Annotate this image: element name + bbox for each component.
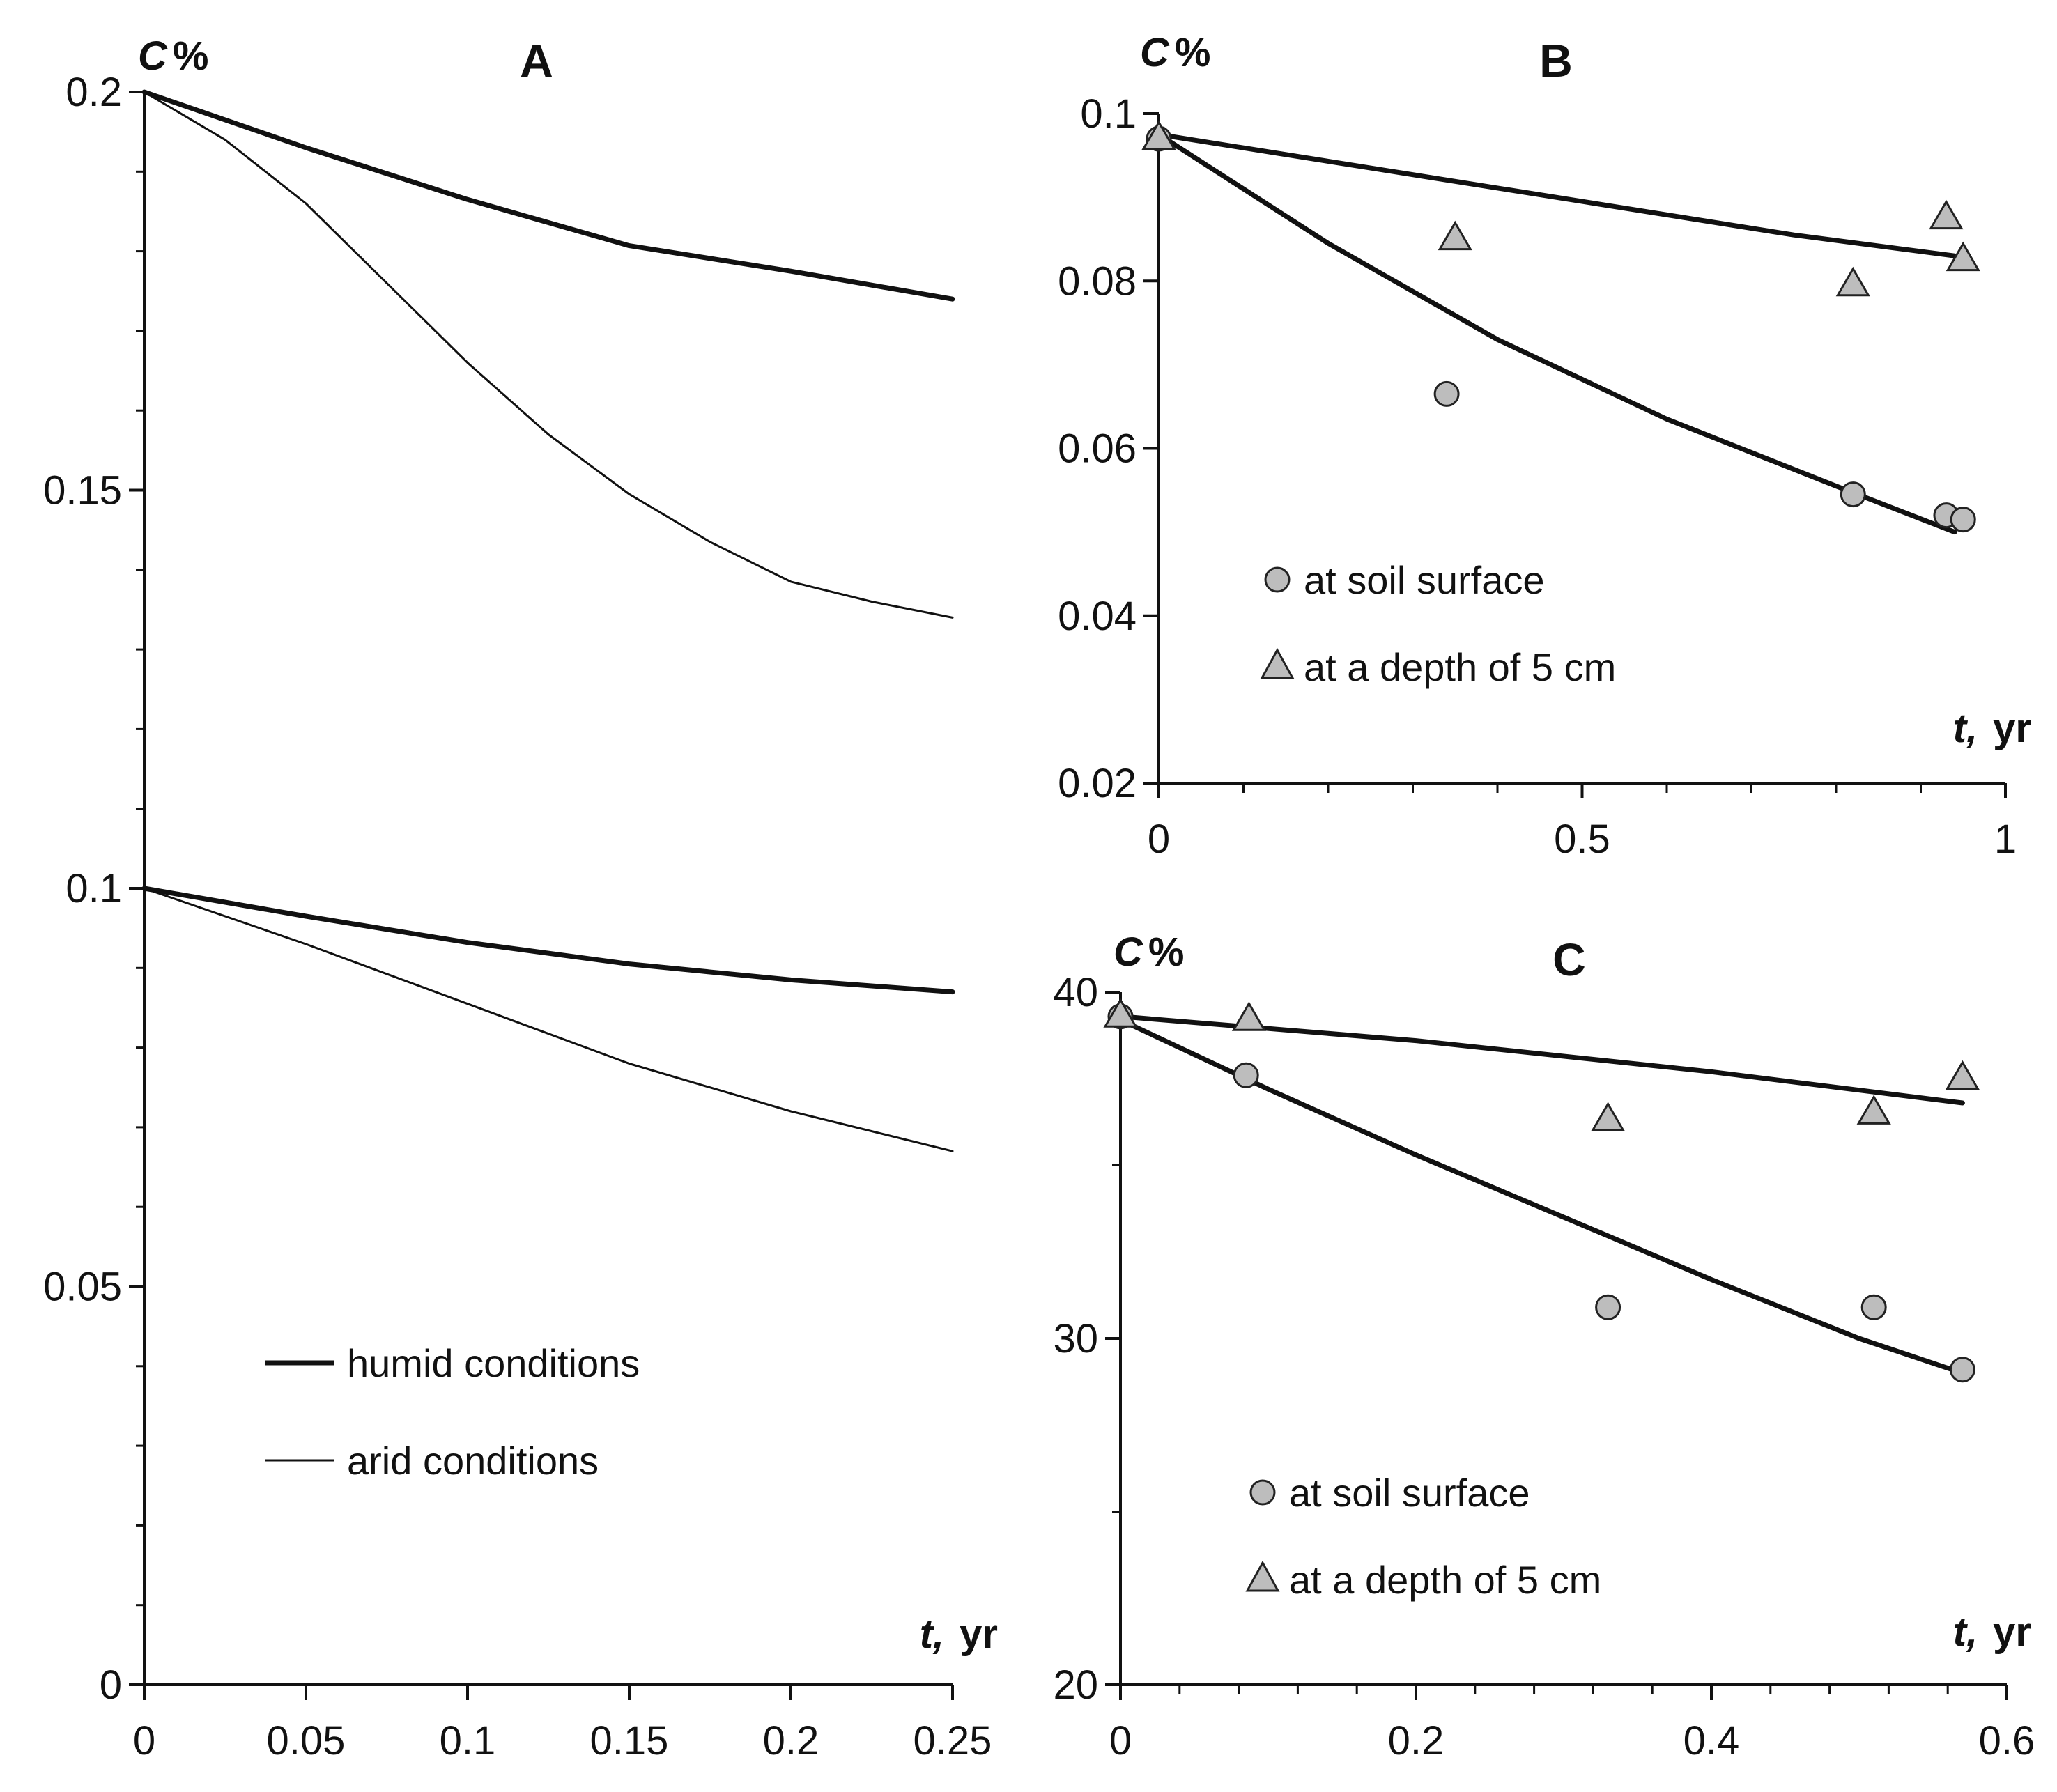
series-arid-conditions-c0-0-1-line xyxy=(143,887,954,1152)
y-axis-label-unit: % xyxy=(1148,929,1185,975)
series-humid-conditions-c0-0-1-line xyxy=(141,886,955,995)
y-tick-label: 20 xyxy=(1053,1662,1098,1708)
legend-label: at a depth of 5 cm xyxy=(1289,1558,1601,1602)
series-humid-conditions-c0-0-2-line xyxy=(141,89,955,302)
legend: at soil surface at a depth of 5 cm xyxy=(1260,558,1616,689)
x-tick-label: 0.4 xyxy=(1684,1718,1740,1763)
x-tick-label: 0.6 xyxy=(1979,1718,2035,1763)
legend-label: arid conditions xyxy=(347,1439,599,1483)
data-point-circle xyxy=(1433,380,1460,407)
y-axis-label: C% xyxy=(1140,30,1210,75)
x-tick-label: 0.1 xyxy=(440,1718,496,1763)
data-point-circle xyxy=(1949,1357,1975,1383)
data-point-circle xyxy=(1595,1294,1621,1320)
data-point-triangle xyxy=(1945,1060,1980,1090)
x-axis-label: t, yr xyxy=(920,1612,998,1657)
y-axis-label-var: C xyxy=(1140,30,1170,75)
x-tick-label: 0.25 xyxy=(914,1718,992,1763)
data-point-triangle xyxy=(1590,1102,1626,1131)
y-tick-label: 0.04 xyxy=(1058,594,1137,639)
legend-label: at a depth of 5 cm xyxy=(1304,645,1616,689)
y-tick-label: 30 xyxy=(1053,1316,1098,1361)
data-point-triangle xyxy=(1103,998,1138,1028)
data-point-circle xyxy=(1950,507,1976,533)
x-axis-label-var: t, xyxy=(920,1612,944,1657)
series-arid-conditions-c0-0-2-line xyxy=(143,91,954,619)
legend-marker-circle xyxy=(1249,1479,1276,1506)
data-point-circle xyxy=(1840,481,1866,508)
y-axis-label: C% xyxy=(138,33,208,79)
legend: at soil surface at a depth of 5 cm xyxy=(1245,1471,1601,1602)
series-model-at-soil-surface-line xyxy=(1118,1017,1965,1376)
x-axis-label: t, yr xyxy=(1953,706,2031,751)
data-point-triangle xyxy=(1929,199,1964,230)
legend-marker-triangle xyxy=(1245,1560,1280,1592)
x-axis-label: t, yr xyxy=(1953,1609,2031,1655)
y-tick-label: 0.05 xyxy=(43,1265,122,1310)
legend-label: at soil surface xyxy=(1304,558,1545,602)
x-tick-label: 0.2 xyxy=(763,1718,819,1763)
panel-a: 0 0.05 0.1 0.15 0.2 0 0.05 0.1 0.15 0.2 0.25 A C % t, y… xyxy=(43,33,998,1763)
x-axis-label-unit: yr xyxy=(1993,706,2031,751)
legend-marker-circle xyxy=(1264,566,1291,593)
y-axis-label-unit: % xyxy=(1175,30,1211,75)
x-tick-label: 0 xyxy=(1109,1718,1132,1763)
x-tick-label: 1 xyxy=(1994,817,2017,862)
panel-title: A xyxy=(520,35,553,86)
y-axis-label: C% xyxy=(1114,929,1184,975)
x-tick-label: 0.15 xyxy=(590,1718,669,1763)
data-point-triangle xyxy=(1835,266,1870,297)
data-point-triangle xyxy=(1856,1095,1891,1125)
data-point-triangle xyxy=(1231,1001,1267,1031)
panel-title: B xyxy=(1539,35,1573,86)
x-tick-label: 0.05 xyxy=(267,1718,346,1763)
y-axis-label-var: C xyxy=(138,33,168,79)
panel-title: C xyxy=(1553,934,1586,985)
series-model-at-a-depth-of-5-cm-line xyxy=(1156,132,1957,258)
x-tick-label: 0 xyxy=(133,1718,155,1763)
y-tick-label: 0.02 xyxy=(1058,761,1137,806)
y-tick-label: 0.15 xyxy=(43,468,122,513)
legend-label: at soil surface xyxy=(1289,1471,1530,1515)
legend-marker-triangle xyxy=(1260,647,1295,679)
x-axis-label-unit: yr xyxy=(1993,1609,2031,1655)
series-model-at-a-depth-of-5-cm-line xyxy=(1118,1014,1965,1106)
y-tick-label: 0 xyxy=(100,1662,122,1708)
y-axis-label-var: C xyxy=(1114,929,1143,975)
y-tick-label: 0.1 xyxy=(1080,91,1137,137)
x-axis-label-unit: yr xyxy=(960,1612,998,1657)
x-axis-label-var: t, xyxy=(1953,706,1978,751)
x-tick-label: 0.5 xyxy=(1554,817,1610,862)
data-point-circle xyxy=(1860,1294,1887,1320)
series-model-at-soil-surface-line xyxy=(1156,132,1957,535)
y-tick-label: 0.2 xyxy=(66,70,122,115)
data-point-triangle xyxy=(1141,120,1176,150)
y-tick-label: 40 xyxy=(1053,970,1098,1015)
data-point-triangle xyxy=(1946,241,1980,272)
legend-label: humid conditions xyxy=(347,1341,640,1385)
x-axis-label-var: t, xyxy=(1953,1609,1978,1655)
panel-b: 0.02 0.04 0.06 0.08 0.1 0 0.5 1 B C % t, yr at soil s… xyxy=(1058,30,2031,862)
y-tick-label: 0.06 xyxy=(1058,426,1137,472)
legend: humid conditions arid conditions xyxy=(265,1341,640,1483)
y-tick-label: 0.1 xyxy=(66,866,122,911)
y-tick-label: 0.08 xyxy=(1058,258,1137,304)
data-point-triangle xyxy=(1438,220,1472,251)
x-tick-label: 0 xyxy=(1148,817,1170,862)
y-axis-label-unit: % xyxy=(173,33,209,79)
x-tick-label: 0.2 xyxy=(1388,1718,1444,1763)
data-point-circle xyxy=(1233,1062,1259,1088)
